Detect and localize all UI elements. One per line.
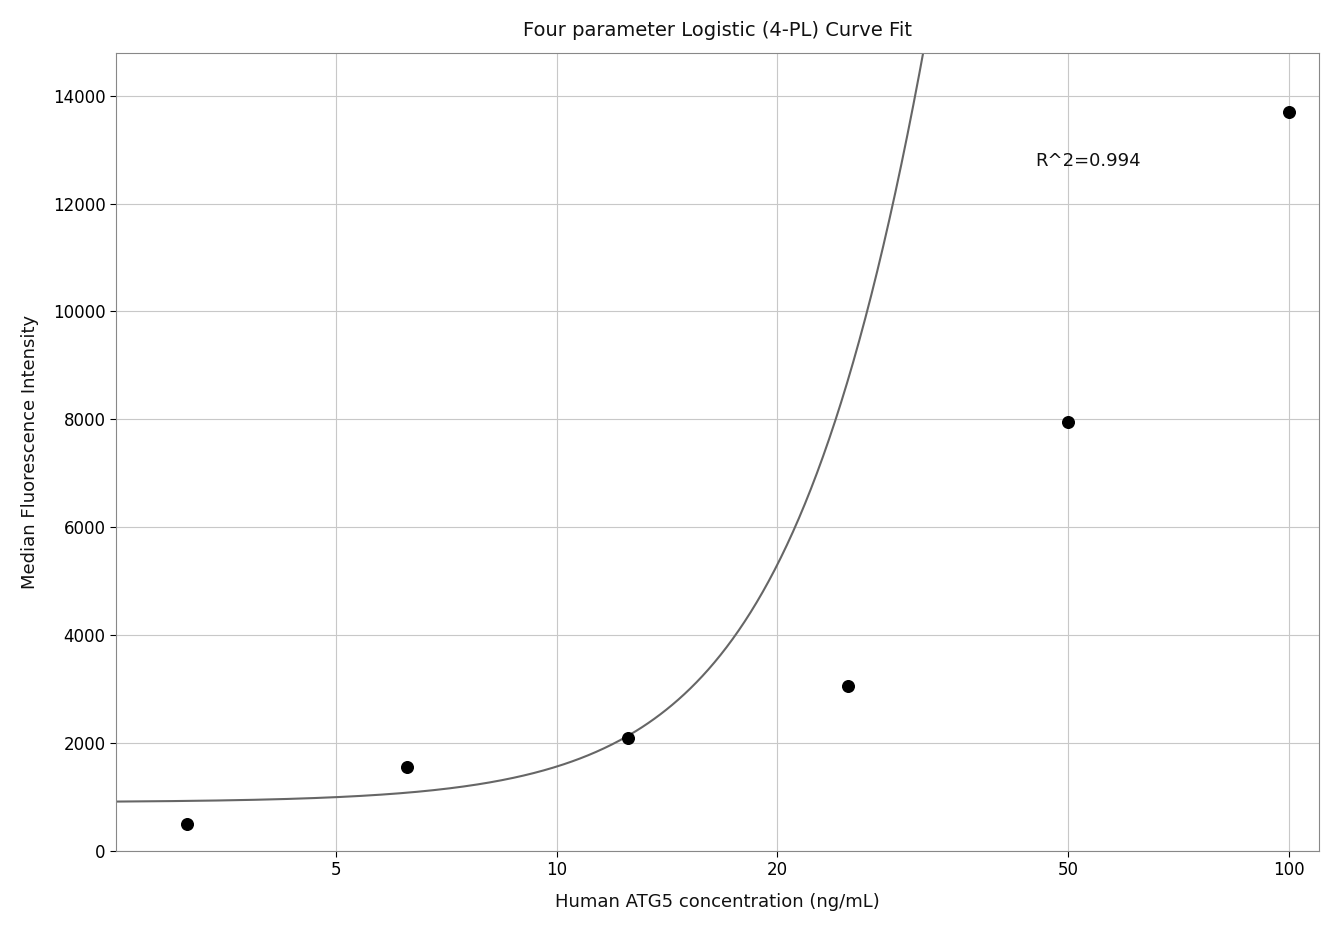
Point [838,678,859,693]
Y-axis label: Median Fluorescence Intensity: Median Fluorescence Intensity [21,315,39,589]
Title: Four parameter Logistic (4-PL) Curve Fit: Four parameter Logistic (4-PL) Curve Fit [523,21,913,40]
Point [1278,104,1300,119]
Point [397,760,418,774]
Point [1057,415,1079,430]
X-axis label: Human ATG5 concentration (ng/mL): Human ATG5 concentration (ng/mL) [555,893,880,911]
Point [176,816,197,831]
Text: R^2=0.994: R^2=0.994 [1034,152,1140,170]
Point [616,730,638,745]
